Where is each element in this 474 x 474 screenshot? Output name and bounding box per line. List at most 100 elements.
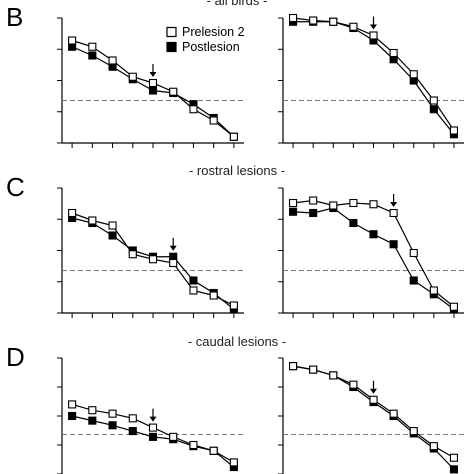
data-point-d-right-prelesion-2 (329, 371, 338, 380)
data-point-c-left-prelesion-6 (189, 286, 198, 295)
data-point-d-right-prelesion-8 (449, 453, 458, 462)
arrow-d-left (149, 408, 157, 422)
data-point-d-left-postlesion-1 (88, 416, 97, 425)
data-point-d-left-postlesion-3 (128, 427, 137, 436)
arrow-c-right (390, 194, 398, 207)
data-point-c-left-prelesion-2 (108, 221, 117, 230)
data-point-b-right-prelesion-6 (409, 70, 418, 79)
data-point-d-left-prelesion-4 (148, 423, 158, 432)
data-point-d-right-prelesion-3 (349, 380, 358, 389)
data-point-c-right-prelesion-5 (389, 208, 398, 218)
data-point-d-left-postlesion-2 (108, 421, 117, 430)
data-point-b-left-prelesion-8 (229, 132, 238, 141)
panel-letter-d: D (6, 342, 25, 372)
data-point-b-right-prelesion-1 (309, 16, 318, 25)
arrow-head-d-left (149, 416, 157, 422)
data-point-d-right-prelesion-7 (429, 442, 438, 451)
data-point-c-left-prelesion-4 (148, 255, 158, 264)
data-point-c-right-prelesion-2 (329, 201, 338, 210)
arrow-head-c-left (169, 245, 177, 251)
data-point-b-left-prelesion-2 (108, 56, 117, 65)
data-point-b-left-prelesion-7 (209, 116, 218, 125)
arrow-head-d-right (370, 388, 377, 394)
data-point-b-left-postlesion-4 (148, 86, 158, 95)
panel-letters: B C D (6, 2, 25, 372)
data-point-d-left-postlesion-4 (148, 432, 158, 441)
data-point-c-left-postlesion-6 (189, 276, 198, 285)
data-point-c-left-prelesion-7 (209, 291, 218, 300)
data-point-c-right-postlesion-6 (409, 276, 418, 285)
data-point-c-left-prelesion-8 (229, 301, 238, 310)
data-point-b-right-prelesion-8 (449, 126, 458, 135)
data-point-c-left-prelesion-3 (128, 250, 137, 259)
row-titles: - all birds - - rostral lesions - - caud… (188, 0, 286, 349)
arrow-b-left (149, 64, 157, 77)
panel-c-right (278, 187, 464, 318)
legend-label-prelesion: Prelesion 2 (182, 25, 245, 39)
data-point-d-right-prelesion-5 (389, 409, 398, 418)
data-point-c-left-prelesion-0 (68, 208, 77, 218)
data-point-c-right-postlesion-0 (289, 207, 298, 216)
data-point-d-right-prelesion-4 (369, 395, 378, 404)
data-point-c-right-prelesion-4 (369, 200, 378, 209)
data-point-c-right-prelesion-8 (449, 302, 458, 311)
row-title-d: - caudal lesions - (188, 334, 286, 349)
data-point-b-right-prelesion-0 (289, 13, 298, 23)
data-point-d-left-prelesion-8 (229, 458, 238, 467)
data-point-b-left-prelesion-4 (148, 78, 158, 88)
chart-panels (57, 13, 464, 474)
data-point-d-left-prelesion-2 (108, 409, 117, 418)
data-point-d-left-prelesion-5 (169, 432, 178, 441)
panel-letter-b: B (6, 2, 23, 32)
data-point-c-right-postlesion-4 (369, 230, 378, 239)
data-point-b-right-prelesion-4 (369, 31, 378, 40)
data-point-c-right-prelesion-7 (429, 286, 438, 295)
data-point-b-left-prelesion-6 (189, 105, 198, 114)
data-point-b-left-postlesion-1 (88, 51, 97, 60)
arrow-c-left (169, 237, 177, 251)
legend: Prelesion 2 Postlesion (166, 25, 245, 54)
data-point-b-right-prelesion-3 (349, 22, 358, 31)
arrow-head-c-right (390, 202, 398, 207)
row-title-c: - rostral lesions - (189, 163, 285, 178)
data-point-c-right-postlesion-1 (309, 208, 318, 218)
arrow-head-b-left (149, 72, 157, 77)
data-point-d-left-prelesion-7 (209, 446, 218, 455)
data-point-c-right-postlesion-5 (389, 240, 398, 249)
panel-b-right (278, 13, 464, 148)
row-title-b: - all birds - (207, 0, 268, 8)
data-point-d-left-prelesion-3 (128, 414, 137, 423)
data-point-d-left-prelesion-6 (189, 440, 198, 450)
data-point-c-left-prelesion-1 (88, 216, 97, 225)
data-point-b-left-prelesion-1 (88, 42, 97, 51)
data-point-c-right-postlesion-3 (349, 218, 358, 228)
panel-b-left (57, 17, 244, 148)
arrow-head-b-right (370, 24, 377, 30)
data-point-d-right-postlesion-8 (449, 465, 458, 474)
legend-label-postlesion: Postlesion (182, 40, 240, 54)
panel-d-right (278, 357, 464, 474)
panel-c-left (57, 187, 244, 318)
data-point-b-left-prelesion-5 (169, 87, 178, 96)
arrow-d-right (370, 380, 377, 394)
data-point-c-right-prelesion-3 (349, 198, 358, 208)
data-point-d-right-prelesion-6 (409, 427, 418, 436)
data-point-b-right-prelesion-2 (329, 17, 338, 26)
data-point-b-left-prelesion-3 (128, 72, 137, 81)
data-point-d-right-prelesion-1 (309, 365, 318, 374)
data-point-b-left-prelesion-0 (68, 36, 77, 45)
data-point-c-right-prelesion-0 (289, 198, 298, 208)
data-point-b-right-postlesion-7 (429, 105, 438, 114)
arrow-b-right (370, 16, 377, 30)
data-point-c-left-prelesion-5 (169, 258, 178, 268)
data-point-c-left-postlesion-2 (108, 231, 117, 240)
data-point-c-right-prelesion-1 (309, 196, 318, 205)
panel-d-left (57, 357, 244, 474)
data-point-d-left-postlesion-0 (68, 411, 77, 421)
data-point-b-right-prelesion-7 (429, 96, 438, 105)
data-point-b-right-prelesion-5 (389, 48, 398, 58)
data-point-d-right-prelesion-0 (289, 362, 298, 371)
data-point-d-left-prelesion-0 (68, 400, 77, 409)
panel-letter-c: C (6, 172, 25, 202)
